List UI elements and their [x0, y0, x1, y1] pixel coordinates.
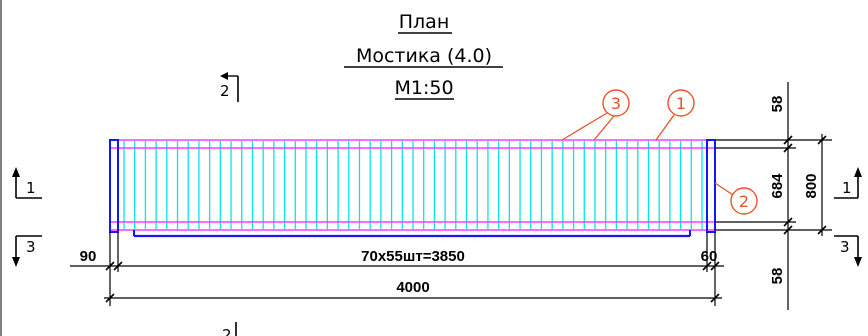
dimension-chain-vertical — [716, 82, 832, 310]
section-mark-1-right: 1 — [834, 167, 862, 199]
section-label-2-top: 2 — [220, 82, 230, 100]
deck-fill — [115, 140, 709, 230]
leader-item-2: 2 — [714, 182, 758, 215]
frame-right — [706, 139, 716, 233]
section-label-1-right: 1 — [842, 179, 852, 197]
dim-left-offset: 90 — [80, 248, 97, 265]
dim-top-band: 58 — [769, 96, 786, 113]
frame-left — [109, 139, 119, 233]
leader-item-3: 3 — [561, 89, 630, 141]
section-mark-3-right: 3 — [834, 235, 862, 267]
leader-3-number: 3 — [611, 94, 621, 113]
leader-2-number: 2 — [739, 192, 749, 211]
dim-overall-width: 800 — [803, 173, 820, 198]
section-label-2-bottom: 2 — [222, 326, 232, 336]
dim-right-offset: 60 — [701, 248, 718, 265]
leader-item-1: 1 — [655, 89, 695, 141]
section-mark-3-left: 3 — [12, 235, 42, 267]
leader-1-number: 1 — [676, 94, 686, 113]
dim-slat-spacing: 70x55шт=3850 — [361, 248, 465, 265]
title-block: План Мостика (4.0) М1:50 — [344, 11, 503, 100]
title-scale: М1:50 — [394, 77, 453, 99]
dim-inner-width: 684 — [769, 173, 786, 199]
section-mark-2-top: 2 — [220, 72, 239, 102]
section-mark-2-bottom: 2 — [222, 322, 237, 336]
title-bridge: Мостика (4.0) — [356, 45, 492, 67]
dim-bottom-band: 58 — [769, 268, 786, 285]
dim-overall-length: 4000 — [396, 279, 429, 296]
section-label-3-left: 3 — [26, 238, 36, 256]
section-label-1-left: 1 — [26, 179, 36, 197]
title-plan: План — [399, 11, 450, 33]
section-mark-1-left: 1 — [12, 167, 42, 199]
bridge-deck — [109, 139, 716, 238]
dimension-chain-horizontal — [70, 232, 724, 306]
deck-slats — [123, 141, 703, 229]
section-label-3-right: 3 — [840, 238, 850, 256]
